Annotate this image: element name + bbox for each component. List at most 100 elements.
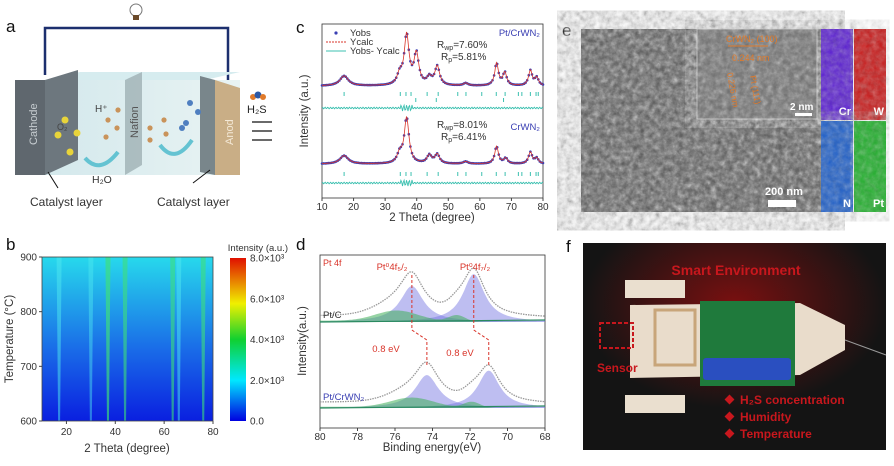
- panel-f: f Smart Environment Sensor H₂S concentra…: [566, 237, 887, 450]
- fit-peak-4f72: [320, 370, 545, 408]
- panel-label-c: c: [296, 18, 305, 37]
- heatmap-peak-stripe: [200, 257, 206, 421]
- proton-label: H⁺: [95, 104, 108, 115]
- element-map-texture: [821, 29, 853, 120]
- panel-a: a Cathode Nafion Anod H⁺ O₂ H₂O H₂S Cata…: [6, 3, 272, 209]
- element-map-label: W: [874, 106, 885, 118]
- ycalc-line: [321, 31, 544, 86]
- nafion-membrane: [125, 72, 142, 175]
- panel-label-a: a: [6, 17, 16, 36]
- shift-guide-line: [473, 275, 490, 365]
- shift-label-left: 0.8 eV: [372, 344, 400, 355]
- x-tick-label: 20: [61, 427, 73, 438]
- water-label: H₂O: [92, 174, 112, 186]
- x-tick-label: 40: [411, 202, 423, 213]
- frame: [653, 308, 697, 367]
- proton-particle: [147, 137, 153, 143]
- smart-environment-title: Smart Environment: [671, 262, 800, 278]
- series-label-pt-crwn2: Pt/CrWN₂: [323, 392, 364, 403]
- rwp-label: Rwp=7.60%: [437, 40, 487, 52]
- series-label-crwn2: CrWN₂: [510, 122, 540, 133]
- y-axis-label: Intensity (a.u.): [299, 74, 311, 147]
- cathode-label: Cathode: [28, 103, 40, 145]
- proton-particle: [103, 134, 109, 140]
- hrtem-texture: [697, 29, 817, 119]
- h2s-molecule: [187, 100, 193, 106]
- envelope-line: [320, 361, 546, 403]
- h2s-molecule-icon: [250, 91, 266, 100]
- difference-line: [321, 103, 544, 112]
- plot-frame: [41, 256, 214, 422]
- propeller: [625, 395, 685, 413]
- baseline: [319, 405, 546, 409]
- element-map-texture: [854, 121, 886, 212]
- cathode-plate: [15, 80, 45, 175]
- inset-plane-2: Pt (111): [748, 75, 763, 105]
- x-tick-label: 70: [506, 202, 518, 213]
- fit-peak-4f72: [320, 274, 545, 322]
- fit-peak-4f52: [320, 375, 545, 408]
- battery: [703, 358, 791, 380]
- x-tick-label: 40: [110, 427, 122, 438]
- diamond-bullet-icon: [724, 411, 735, 422]
- oxygen-molecule: [61, 116, 69, 124]
- heatmap-peak-stripe: [105, 257, 111, 421]
- proton-particle: [114, 125, 120, 131]
- fit-peak-4f52: [320, 286, 545, 322]
- legend-yobs: Yobs: [350, 28, 371, 39]
- colorbar-tick-label: 8.0×10³: [250, 254, 285, 265]
- rwp-label: Rwp=8.01%: [437, 120, 487, 132]
- x-tick-label: 60: [474, 202, 486, 213]
- heatmap-stripes: [56, 257, 206, 421]
- x-tick-label: 70: [502, 432, 514, 443]
- legend-diff: Yobs- Ycalc: [350, 46, 400, 57]
- scale-bar: [768, 200, 796, 207]
- peak-label-5-2: Pt⁰4f₅/₂: [377, 262, 408, 273]
- colorbar: [230, 258, 246, 421]
- reaction-arrow-icon: [158, 138, 194, 156]
- y-tick-label: 600: [20, 417, 37, 428]
- y-tick-label: 900: [20, 253, 37, 264]
- x-tick-label: 60: [159, 427, 171, 438]
- x-tick-label: 72: [464, 432, 476, 443]
- pointer-line: [192, 169, 211, 184]
- series-label-pt-crwn2: Pt/CrWN₂: [499, 28, 540, 39]
- ycalc-line: [322, 116, 544, 164]
- monitor-item: Humidity: [740, 410, 792, 424]
- panel-label-e: e: [562, 21, 571, 40]
- x-tick-label: 80: [537, 202, 549, 213]
- legend: Yobs Ycalc Yobs- Ycalc: [326, 28, 400, 57]
- proton-particle: [161, 117, 167, 123]
- circuit-wire: [43, 26, 230, 80]
- oxygen-label: O₂: [57, 122, 68, 132]
- panel-e: e CrWN₂ (100) 0.244 nm Pt (111) 0.226 nm…: [562, 21, 886, 212]
- inset-plane-1: CrWN₂ (100): [726, 34, 778, 44]
- catalyst-layer-label-right: Catalyst layer: [157, 195, 230, 209]
- inflow-arrow-icon: [252, 121, 272, 141]
- y-axis-label: Intensity(a.u.): [297, 306, 309, 376]
- x-tick-label: 68: [539, 432, 551, 443]
- element-map-label: Cr: [839, 106, 852, 118]
- diamond-bullet-icon: [724, 428, 735, 439]
- x-tick-label: 50: [443, 202, 455, 213]
- h2s-molecule: [195, 109, 201, 115]
- element-map-texture: [821, 121, 853, 212]
- envelope-line: [320, 267, 546, 317]
- panel-d: d 80 78 76 74 72 70 68 Pt 4f Pt⁰4f₅/₂ Pt⁰4f₇/₂…: [296, 235, 551, 454]
- proton-particle: [105, 117, 111, 123]
- panel-label-d: d: [296, 235, 305, 254]
- shift-guide-line: [411, 275, 428, 365]
- panel-label-b: b: [6, 235, 15, 254]
- anode-label: Anod: [224, 119, 236, 145]
- colorbar-title: Intensity (a.u.): [228, 243, 288, 254]
- proton-particles: [54, 100, 201, 156]
- inset-spacing-1: 0.244 nm: [732, 53, 770, 63]
- plot-frame: [321, 23, 544, 199]
- fit-component-green: [320, 310, 545, 322]
- x-tick-label: 10: [316, 202, 328, 213]
- baseline: [319, 319, 546, 323]
- pointer-line: [47, 171, 59, 189]
- colorbar-tick-label: 6.0×10³: [250, 294, 285, 305]
- heatmap-peak-stripe: [176, 257, 182, 421]
